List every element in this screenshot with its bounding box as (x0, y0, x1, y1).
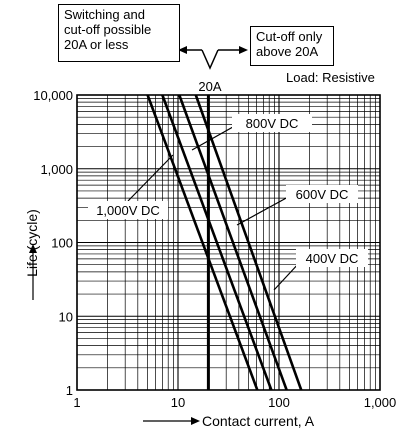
series-label-background (296, 249, 368, 267)
series-lines (146, 94, 303, 391)
x-axis-title: Contact current, A (202, 413, 315, 429)
callout-left-line-3: 20A or less (64, 37, 129, 52)
series-line (161, 94, 273, 391)
y-tick-label: 10,000 (33, 88, 73, 103)
load-type-label: Load: Resistive (286, 70, 375, 85)
series-label-background (88, 201, 168, 219)
plot-frame (76, 94, 381, 391)
series-label-background (232, 114, 312, 132)
series-line (146, 94, 259, 391)
y-tick-label: 1 (66, 383, 73, 398)
callout-left-line-2: cut-off possible (64, 22, 152, 37)
series-label: 600V DC (296, 187, 349, 202)
series-label-leader (127, 154, 174, 202)
boundary-label: 20A (198, 79, 221, 94)
series-line (178, 94, 288, 391)
series-line (194, 94, 303, 391)
callout-arrows (178, 46, 248, 70)
series-label: 400V DC (306, 251, 359, 266)
y-tick-label: 1,000 (40, 162, 73, 177)
series-label: 1,000V DC (96, 203, 160, 218)
x-tick-label: 1,000 (364, 395, 397, 410)
series-label-leader (273, 261, 301, 291)
y-tick-label: 100 (51, 236, 73, 251)
callout-switching-and-cutoff: Switching and cut-off possible 20A or le… (58, 4, 180, 62)
callout-right-line-1: Cut-off only (256, 29, 323, 44)
x-tick-label: 100 (268, 395, 290, 410)
x-tick-label: 1 (73, 395, 80, 410)
series-label-leader (236, 195, 291, 226)
x-tick-label: 10 (171, 395, 185, 410)
series-labels: 1,000V DC 800V DC 600V DC 400V DC (88, 114, 368, 291)
y-tick-label: 10 (59, 309, 73, 324)
y-axis-arrow (29, 244, 37, 300)
arrow-notch (201, 49, 219, 70)
tick-labels: 1 10 100 1,000 1 10 100 1,000 10,000 (33, 88, 396, 410)
series-label: 800V DC (246, 116, 299, 131)
y-axis-title: Life (cycle) (24, 209, 40, 277)
arrow-left-head (178, 46, 187, 54)
callout-cutoff-only: Cut-off only above 20A (250, 26, 334, 66)
arrow-right-head (239, 46, 248, 54)
grid (76, 95, 380, 391)
series-label-background (286, 185, 358, 203)
x-axis-arrow (143, 417, 200, 425)
callout-right-line-2: above 20A (256, 44, 319, 59)
callout-left-line-1: Switching and (64, 7, 145, 22)
